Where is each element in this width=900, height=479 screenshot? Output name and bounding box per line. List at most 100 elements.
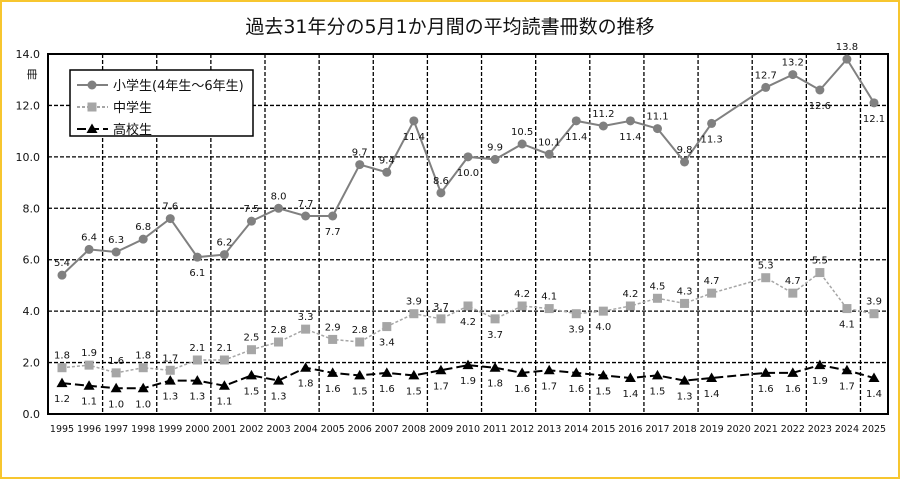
data-label: 11.4: [619, 132, 641, 143]
data-label: 11.4: [565, 132, 587, 143]
data-label: 4.7: [785, 276, 801, 287]
data-point: [355, 160, 365, 170]
data-label: 5.3: [758, 261, 774, 272]
data-label: 1.8: [298, 379, 314, 390]
data-label: 11.3: [700, 134, 722, 145]
data-point: [435, 364, 447, 375]
data-point: [570, 367, 582, 377]
data-label: 4.2: [622, 289, 638, 300]
y-axis-unit: 冊: [27, 68, 38, 81]
data-point: [868, 372, 880, 382]
x-tick-label: 2017: [645, 424, 669, 435]
data-point: [218, 380, 230, 390]
data-point: [490, 314, 500, 324]
data-label: 3.4: [379, 338, 395, 349]
data-point: [56, 377, 68, 388]
data-label: 2.1: [189, 343, 205, 354]
data-label: 6.4: [81, 232, 97, 243]
data-point: [328, 334, 338, 344]
data-label: 11.4: [403, 132, 425, 143]
data-point: [355, 337, 365, 347]
data-label: 6.8: [135, 222, 151, 233]
data-point: [328, 211, 338, 221]
data-label: 4.2: [460, 317, 476, 328]
data-point: [597, 369, 609, 380]
data-label: 3.9: [568, 325, 584, 336]
x-tick-label: 2020: [727, 424, 751, 435]
data-label: 11.2: [592, 109, 614, 120]
x-tick-label: 2006: [348, 424, 372, 435]
x-tick-label: 2022: [781, 424, 805, 435]
data-point: [842, 54, 852, 64]
data-point: [354, 369, 366, 380]
data-label: 4.1: [541, 292, 557, 303]
data-label: 12.1: [863, 114, 885, 125]
data-point: [815, 268, 825, 278]
data-point: [165, 214, 175, 224]
x-tick-label: 2024: [835, 424, 859, 435]
data-label: 1.9: [81, 348, 97, 359]
data-label: 1.7: [839, 381, 855, 392]
x-tick-label: 2008: [402, 424, 426, 435]
chart-title: 過去31年分の5月1か月間の平均読書冊数の推移: [245, 16, 655, 38]
y-tick-label: 14.0: [16, 48, 41, 61]
data-point: [110, 382, 122, 393]
data-point: [815, 85, 825, 95]
data-point: [625, 116, 635, 126]
data-point: [327, 367, 339, 377]
data-point: [462, 359, 474, 370]
data-label: 1.6: [379, 384, 395, 395]
data-label: 1.1: [81, 397, 97, 408]
data-point: [706, 372, 718, 382]
data-label: 4.5: [650, 281, 666, 292]
x-tick-label: 2012: [510, 424, 534, 435]
data-point: [761, 273, 771, 283]
data-point: [463, 301, 473, 311]
x-tick-label: 2004: [294, 424, 318, 435]
data-label: 1.1: [216, 397, 232, 408]
x-tick-label: 2005: [321, 424, 345, 435]
x-tick-label: 2021: [754, 424, 778, 435]
data-point: [219, 250, 229, 260]
data-point: [543, 364, 555, 375]
data-label: 1.8: [487, 379, 503, 390]
data-label: 2.9: [325, 322, 341, 333]
data-label: 5.5: [812, 256, 828, 267]
data-point: [111, 247, 121, 257]
data-point: [409, 116, 419, 126]
legend-label: 高校生: [113, 122, 152, 138]
data-point: [381, 367, 393, 377]
data-label: 1.7: [433, 381, 449, 392]
data-label: 1.4: [622, 389, 638, 400]
data-point: [517, 301, 527, 311]
data-label: 1.6: [108, 356, 124, 367]
data-point: [245, 369, 257, 380]
data-point: [246, 345, 256, 355]
data-label: 7.5: [244, 204, 260, 215]
data-label: 1.5: [595, 386, 611, 397]
data-point: [138, 234, 148, 244]
data-point: [680, 298, 690, 308]
data-point: [164, 375, 176, 385]
x-tick-label: 2001: [212, 424, 236, 435]
data-point: [761, 82, 771, 92]
data-label: 1.5: [406, 386, 422, 397]
x-tick-label: 1998: [131, 424, 155, 435]
y-tick-label: 10.0: [16, 151, 41, 164]
data-point: [246, 216, 256, 226]
x-tick-label: 2007: [375, 424, 399, 435]
data-label: 9.8: [677, 145, 693, 156]
data-label: 10.1: [538, 137, 560, 148]
data-point: [598, 306, 608, 316]
x-tick-label: 2015: [591, 424, 615, 435]
y-tick-label: 8.0: [23, 202, 41, 215]
data-label: 1.9: [812, 376, 828, 387]
data-point: [138, 363, 148, 373]
legend-label: 小学生(4年生～6年生): [113, 78, 244, 94]
data-label: 1.3: [162, 392, 178, 403]
legend-box: [69, 69, 254, 137]
data-point: [516, 367, 528, 377]
x-tick-label: 1995: [50, 424, 74, 435]
series-line: [61, 364, 875, 390]
